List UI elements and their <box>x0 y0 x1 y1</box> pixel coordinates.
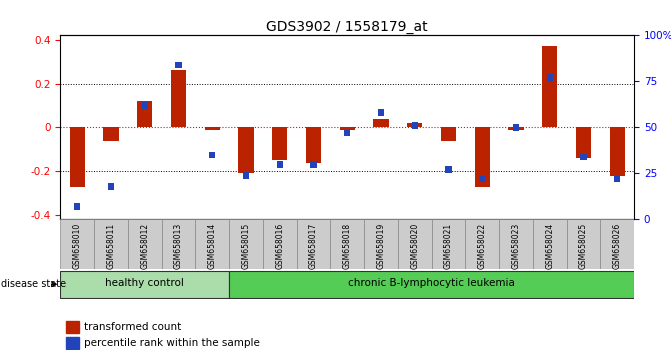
Text: disease state: disease state <box>1 279 66 289</box>
Bar <box>614 176 620 182</box>
Bar <box>60 270 229 298</box>
Bar <box>70 127 85 187</box>
Bar <box>566 219 601 269</box>
Bar <box>412 122 418 129</box>
Bar <box>137 101 152 127</box>
Bar <box>128 219 162 269</box>
Text: GSM658011: GSM658011 <box>107 223 115 269</box>
Text: percentile rank within the sample: percentile rank within the sample <box>85 338 260 348</box>
Bar <box>601 219 634 269</box>
Bar <box>344 130 350 136</box>
Bar <box>330 219 364 269</box>
Bar <box>103 127 119 141</box>
Bar <box>580 154 586 160</box>
Bar <box>479 176 485 182</box>
Bar <box>610 127 625 176</box>
Bar <box>229 219 263 269</box>
Bar <box>94 219 128 269</box>
Bar <box>547 74 553 81</box>
Bar <box>272 127 287 160</box>
Text: GSM658017: GSM658017 <box>309 223 318 269</box>
Text: GSM658025: GSM658025 <box>579 223 588 269</box>
Bar <box>171 70 186 127</box>
Bar <box>66 337 79 349</box>
Text: GSM658014: GSM658014 <box>208 223 217 269</box>
Text: GSM658022: GSM658022 <box>478 223 486 269</box>
Bar <box>431 219 466 269</box>
Bar <box>398 219 431 269</box>
Bar <box>441 127 456 141</box>
Bar <box>373 119 389 127</box>
Bar <box>263 219 297 269</box>
Bar <box>176 62 182 68</box>
Text: GSM658021: GSM658021 <box>444 223 453 269</box>
Bar <box>60 219 94 269</box>
Title: GDS3902 / 1558179_at: GDS3902 / 1558179_at <box>266 21 428 34</box>
Bar <box>509 127 523 130</box>
Bar <box>311 161 317 167</box>
Text: GSM658012: GSM658012 <box>140 223 149 269</box>
Bar <box>576 127 591 158</box>
Bar <box>229 270 634 298</box>
Bar <box>364 219 398 269</box>
Bar <box>340 127 355 130</box>
Bar <box>162 219 195 269</box>
Bar <box>499 219 533 269</box>
Bar <box>474 127 490 187</box>
Bar <box>297 219 330 269</box>
Text: GSM658010: GSM658010 <box>72 223 82 269</box>
Bar <box>276 161 282 167</box>
Text: GSM658024: GSM658024 <box>546 223 554 269</box>
Text: GSM658013: GSM658013 <box>174 223 183 269</box>
Bar <box>407 123 422 127</box>
Text: GSM658026: GSM658026 <box>613 223 622 269</box>
Bar <box>243 172 249 178</box>
Bar <box>542 46 558 127</box>
Bar <box>466 219 499 269</box>
Text: GSM658020: GSM658020 <box>410 223 419 269</box>
Text: GSM658019: GSM658019 <box>376 223 386 269</box>
Bar <box>209 152 215 158</box>
Text: GSM658015: GSM658015 <box>242 223 250 269</box>
Bar <box>378 109 384 116</box>
Bar <box>205 127 220 130</box>
Bar <box>66 321 79 333</box>
Text: GSM658016: GSM658016 <box>275 223 285 269</box>
Text: chronic B-lymphocytic leukemia: chronic B-lymphocytic leukemia <box>348 279 515 289</box>
Text: GSM658023: GSM658023 <box>511 223 521 269</box>
Text: healthy control: healthy control <box>105 279 185 289</box>
Bar <box>306 127 321 162</box>
Bar <box>533 219 566 269</box>
Bar <box>238 127 254 173</box>
Text: transformed count: transformed count <box>85 322 182 332</box>
Bar <box>142 102 148 109</box>
Text: GSM658018: GSM658018 <box>343 223 352 269</box>
Bar <box>74 203 81 210</box>
Bar <box>195 219 229 269</box>
Bar <box>513 124 519 131</box>
Bar <box>446 166 452 173</box>
Bar <box>108 183 114 190</box>
